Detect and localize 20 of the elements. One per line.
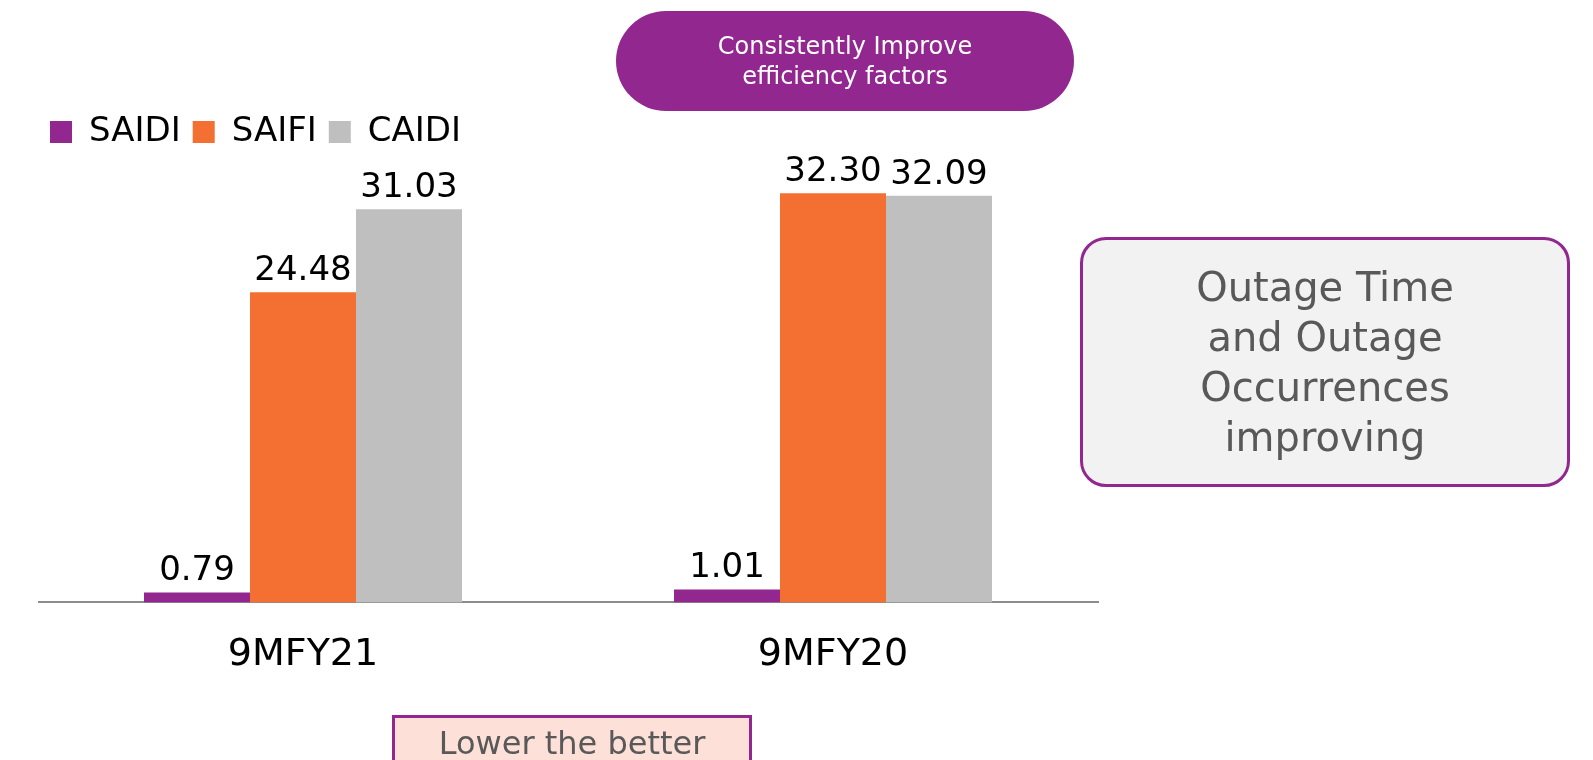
bar bbox=[780, 193, 886, 603]
data-label: 32.30 bbox=[784, 149, 882, 190]
legend-label: SAIFI bbox=[231, 108, 317, 149]
data-label: 1.01 bbox=[689, 545, 765, 586]
x-tick-label: 9MFY20 bbox=[757, 630, 909, 675]
data-label: 31.03 bbox=[360, 165, 458, 206]
legend-label: SAIDI bbox=[89, 108, 181, 149]
x-tick-label: 9MFY21 bbox=[227, 630, 379, 675]
data-label: 0.79 bbox=[159, 548, 235, 589]
bar bbox=[356, 209, 462, 603]
bar bbox=[674, 589, 780, 603]
data-label: 32.09 bbox=[890, 151, 988, 192]
callout-box: Consistently Improve efficiency factors bbox=[616, 11, 1074, 111]
bar bbox=[886, 195, 992, 603]
bar bbox=[250, 292, 356, 603]
bar bbox=[144, 592, 250, 603]
data-label: 24.48 bbox=[254, 248, 352, 289]
legend-label: CAIDI bbox=[367, 108, 462, 149]
callout-box: Lower the better bbox=[392, 715, 752, 760]
callout-box: Outage Time and Outage Occurrences improving bbox=[1080, 237, 1570, 487]
